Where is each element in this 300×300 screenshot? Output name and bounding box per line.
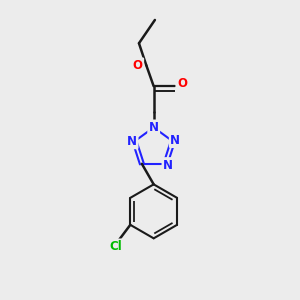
Text: Cl: Cl (109, 240, 122, 253)
Text: N: N (127, 135, 137, 148)
Text: N: N (149, 121, 159, 134)
Text: N: N (170, 134, 180, 147)
Text: N: N (163, 159, 173, 172)
Text: O: O (177, 77, 187, 90)
Text: O: O (133, 59, 143, 72)
